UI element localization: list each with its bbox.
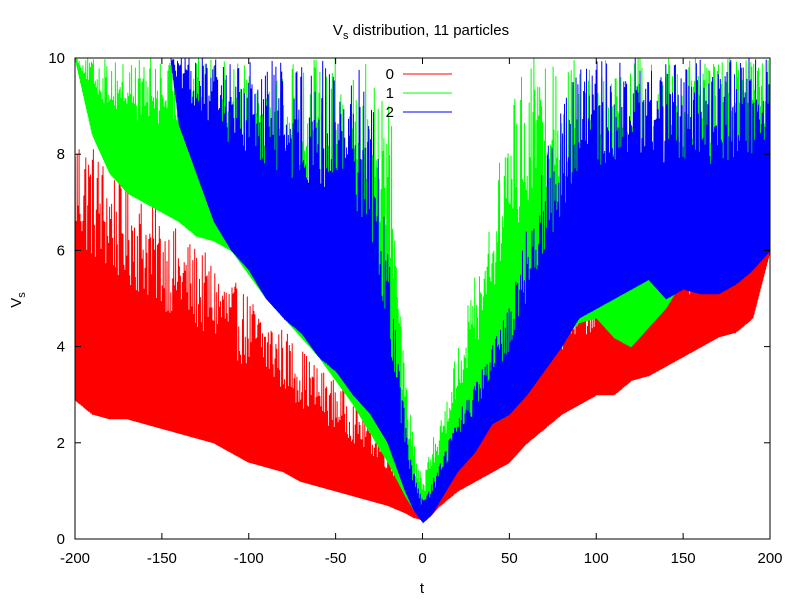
title-subscript: s bbox=[343, 30, 349, 42]
x-tick-label: 200 bbox=[757, 550, 782, 567]
ylabel-subscript: s bbox=[16, 292, 28, 298]
x-tick-label: -200 bbox=[60, 550, 90, 567]
title-main: V bbox=[333, 22, 343, 39]
x-tick-label: 0 bbox=[418, 550, 426, 567]
series-layer bbox=[75, 58, 770, 524]
title-rest: distribution, 11 particles bbox=[348, 22, 509, 39]
y-tick-label: 10 bbox=[48, 50, 65, 67]
chart-title: Vs distribution, 11 particles bbox=[333, 22, 509, 42]
y-tick-label: 0 bbox=[57, 531, 65, 548]
ylabel-main: V bbox=[8, 298, 25, 308]
y-tick-label: 2 bbox=[57, 435, 65, 452]
y-tick-label: 4 bbox=[57, 339, 65, 356]
series-line-2 bbox=[170, 58, 770, 524]
y-tick-label: 8 bbox=[57, 146, 65, 163]
x-tick-label: -100 bbox=[234, 550, 264, 567]
legend: 0 1 2 bbox=[386, 66, 452, 121]
x-tick-label: 150 bbox=[671, 550, 696, 567]
x-axis-ticks: -200 -150 -100 -50 0 50 100 150 200 bbox=[60, 58, 783, 567]
x-tick-label: -50 bbox=[325, 550, 347, 567]
x-tick-label: 100 bbox=[584, 550, 609, 567]
legend-label-2: 2 bbox=[386, 104, 394, 121]
y-tick-label: 6 bbox=[57, 242, 65, 259]
x-tick-label: -150 bbox=[147, 550, 177, 567]
legend-label-1: 1 bbox=[386, 85, 394, 102]
y-axis-label: Vs bbox=[8, 292, 28, 308]
x-tick-label: 50 bbox=[501, 550, 518, 567]
legend-label-0: 0 bbox=[386, 66, 394, 83]
x-axis-label: t bbox=[420, 580, 425, 597]
